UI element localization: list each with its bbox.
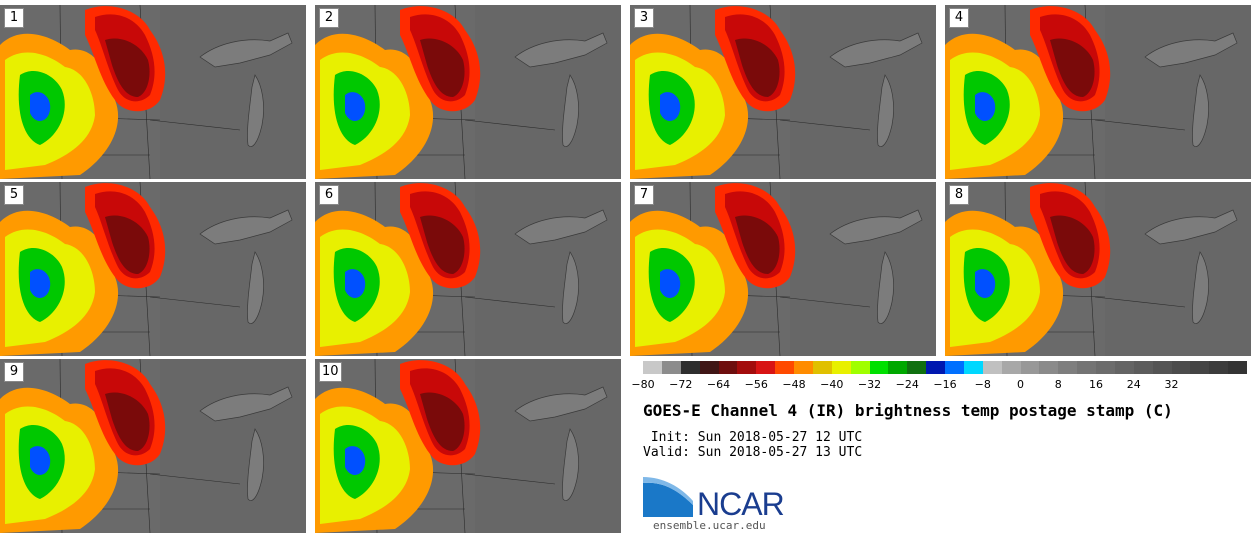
- colorbar-tick-label: −72: [669, 378, 693, 391]
- forecast-panel: 3: [630, 5, 936, 179]
- colorbar-swatch: [1058, 361, 1078, 374]
- colorbar-tick-label: −16: [933, 378, 957, 391]
- forecast-panel: 10: [315, 359, 621, 533]
- colorbar-tick-label: −64: [706, 378, 731, 391]
- panel-label: 4: [949, 8, 969, 28]
- colorbar-swatch: [699, 361, 719, 374]
- colorbar-swatch: [1133, 361, 1153, 374]
- colorbar-swatch: [926, 361, 945, 374]
- colorbar-swatch: [1209, 361, 1229, 374]
- colorbar-tick-label: −48: [782, 378, 806, 391]
- colorbar-tick-label: −32: [857, 378, 882, 391]
- ir-map: [945, 5, 1251, 179]
- colorbar-swatch: [888, 361, 908, 374]
- colorbar-swatch: [643, 361, 662, 374]
- forecast-panel: 9: [0, 359, 306, 533]
- colorbar-swatch: [737, 361, 757, 374]
- ir-map: [945, 182, 1251, 356]
- valid-time: Valid: Sun 2018-05-27 13 UTC: [643, 445, 863, 460]
- colorbar-tick-label: −8: [974, 378, 991, 391]
- colorbar-tick-label: −24: [895, 378, 919, 391]
- colorbar-swatch: [1020, 361, 1040, 374]
- colorbar-swatch: [1001, 361, 1021, 374]
- colorbar-swatch: [963, 361, 983, 374]
- forecast-panel: 1: [0, 5, 306, 179]
- colorbar-tick-label: 24: [1126, 378, 1141, 391]
- panel-label: 9: [4, 362, 24, 382]
- colorbar-swatch: [945, 361, 964, 374]
- colorbar-tick-label: −56: [744, 378, 768, 391]
- colorbar-swatch: [850, 361, 870, 374]
- panel-label: 1: [4, 8, 24, 28]
- colorbar-swatch: [907, 361, 927, 374]
- colorbar-tick-label: 0: [1017, 378, 1024, 391]
- panel-label: 7: [634, 185, 654, 205]
- colorbar-swatch: [680, 361, 700, 374]
- forecast-panel: 8: [945, 182, 1251, 356]
- ir-map: [630, 182, 936, 356]
- ir-map: [315, 182, 621, 356]
- colorbar-swatch: [661, 361, 681, 374]
- page-title: GOES-E Channel 4 (IR) brightness temp po…: [643, 401, 1173, 420]
- ncar-logo-text: NCAR: [697, 486, 785, 522]
- forecast-panel: 5: [0, 182, 306, 356]
- ir-map: [315, 359, 621, 533]
- colorbar-swatch: [1039, 361, 1059, 374]
- colorbar-swatch: [1171, 361, 1191, 374]
- panel-label: 3: [634, 8, 654, 28]
- ir-map: [0, 182, 306, 356]
- colorbar-swatch: [1228, 361, 1247, 374]
- colorbar-swatch: [1077, 361, 1096, 374]
- ir-map: [315, 5, 621, 179]
- panel-label: 8: [949, 185, 969, 205]
- colorbar-swatch: [812, 361, 832, 374]
- colorbar-ticks: −80 −72 −64 −56 −48 −40 −32 −24 −16 −8 0 8 16 24 32: [631, 378, 1247, 394]
- ir-map: [630, 5, 936, 179]
- colorbar-swatch: [1114, 361, 1134, 374]
- colorbar-tick-label: −40: [820, 378, 844, 391]
- colorbar-tick-label: 8: [1054, 378, 1062, 391]
- panel-label: 5: [4, 185, 24, 205]
- panel-label: 6: [319, 185, 339, 205]
- colorbar-swatch: [1190, 361, 1210, 374]
- ir-map: [0, 5, 306, 179]
- colorbar-swatch: [775, 361, 794, 374]
- forecast-panel: 4: [945, 5, 1251, 179]
- colorbar-swatch: [1096, 361, 1115, 374]
- colorbar-swatch: [831, 361, 851, 374]
- ncar-logo-icon: [643, 477, 693, 517]
- forecast-panel: 2: [315, 5, 621, 179]
- init-time: Init: Sun 2018-05-27 12 UTC: [643, 430, 863, 445]
- colorbar-swatch: [869, 361, 889, 374]
- colorbar-swatch: [718, 361, 738, 374]
- colorbar-swatch: [1152, 361, 1172, 374]
- colorbar-swatch: [756, 361, 776, 374]
- colorbar-swatch: [794, 361, 813, 374]
- panel-label: 10: [319, 362, 342, 382]
- colorbar-tick-label: 32: [1164, 378, 1179, 391]
- panel-label: 2: [319, 8, 339, 28]
- colorbar-tick-label: −80: [631, 378, 655, 391]
- forecast-panel: 6: [315, 182, 621, 356]
- colorbar-tick-label: 16: [1089, 378, 1103, 391]
- site-url: ensemble.ucar.edu: [653, 519, 766, 532]
- colorbar-swatch: [982, 361, 1002, 374]
- colorbar: [643, 361, 1247, 374]
- ir-map: [0, 359, 306, 533]
- forecast-panel: 7: [630, 182, 936, 356]
